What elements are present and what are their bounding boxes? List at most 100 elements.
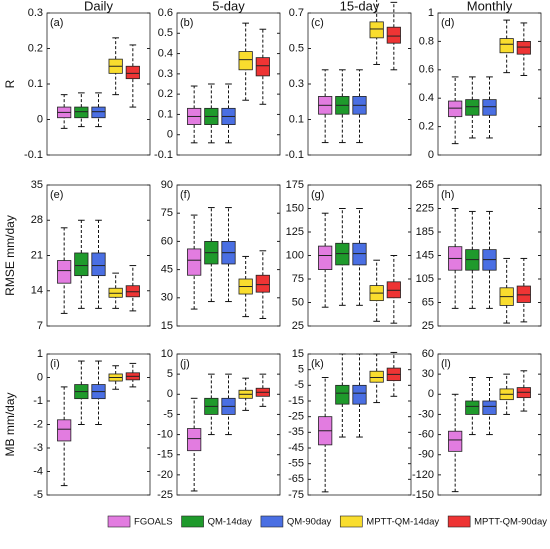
- y-tick-label: 5: [298, 364, 304, 376]
- y-tick-label: 0.4: [158, 47, 173, 59]
- y-tick-label: 185: [416, 226, 434, 238]
- y-tick-label: 225: [416, 202, 434, 214]
- y-tick-label: -2: [33, 418, 43, 430]
- y-tick-label: 0.6: [158, 7, 173, 19]
- panel-frame: [437, 184, 542, 327]
- y-tick-label: 15: [161, 320, 173, 332]
- y-tick-label: -35: [288, 426, 304, 438]
- y-tick-label: 45: [161, 264, 173, 276]
- panel-frame: [437, 353, 542, 496]
- y-tick-label: 25: [422, 320, 434, 332]
- box: [108, 287, 123, 298]
- y-tick-label: 0.2: [28, 42, 43, 54]
- box: [499, 38, 514, 54]
- y-tick-label: 0: [428, 388, 434, 400]
- box: [352, 384, 367, 405]
- y-tick-label: -0.1: [154, 149, 173, 161]
- y-tick-label: -25: [157, 489, 173, 501]
- panel-label: (c): [311, 17, 324, 29]
- panel-label: (i): [50, 358, 60, 370]
- box: [448, 430, 463, 452]
- y-tick-label: 75: [161, 207, 173, 219]
- y-tick-label: 0: [167, 388, 173, 400]
- y-tick-label: 0.1: [289, 113, 304, 125]
- y-tick-label: -90: [418, 449, 434, 461]
- y-tick-label: 0.3: [289, 78, 304, 90]
- box: [125, 285, 140, 298]
- box: [369, 370, 384, 383]
- y-tick-label: 145: [416, 249, 434, 261]
- y-tick-label: 21: [31, 249, 43, 261]
- box: [187, 428, 202, 452]
- y-tick-label: 5: [167, 368, 173, 380]
- y-tick-label: 0.2: [419, 121, 434, 133]
- y-tick-label: 7: [37, 320, 43, 332]
- y-tick-label: -1: [33, 395, 43, 407]
- y-tick-label: -60: [418, 428, 434, 440]
- y-tick-label: -45: [288, 442, 304, 454]
- box: [91, 252, 106, 277]
- y-tick-label: 14: [31, 285, 43, 297]
- box: [91, 106, 106, 119]
- y-axis-label: R: [3, 79, 17, 88]
- y-axis-label: RMSE mm/day: [3, 215, 17, 296]
- y-tick-label: 0.5: [158, 27, 173, 39]
- box: [465, 400, 480, 415]
- panel-frame: [176, 12, 281, 156]
- box: [448, 100, 463, 118]
- box: [74, 252, 89, 277]
- y-tick-label: -30: [418, 408, 434, 420]
- y-tick-label: -0.1: [285, 149, 304, 161]
- panel-label: (d): [441, 17, 454, 29]
- y-tick-label: 65: [422, 296, 434, 308]
- y-tick-label: 265: [416, 179, 434, 191]
- legend-swatch: [181, 515, 204, 528]
- panel-frame: [176, 353, 281, 496]
- panel-label: (h): [441, 189, 454, 201]
- box: [74, 106, 89, 119]
- y-tick-label: 25: [292, 320, 304, 332]
- y-tick-label: -15: [157, 449, 173, 461]
- box: [465, 99, 480, 116]
- panel-frame: [46, 184, 151, 327]
- y-tick-label: -5: [294, 379, 304, 391]
- y-tick-label: 0: [428, 149, 434, 161]
- panel-label: (b): [180, 17, 193, 29]
- box: [386, 26, 401, 44]
- y-axis-label: MB mm/day: [3, 392, 17, 456]
- y-tick-label: -25: [288, 411, 304, 423]
- y-tick-label: 0.1: [158, 108, 173, 120]
- y-tick-label: 0: [37, 113, 43, 125]
- y-tick-label: -10: [157, 428, 173, 440]
- y-tick-label: 30: [161, 292, 173, 304]
- legend-swatch: [107, 515, 131, 528]
- y-tick-label: 15: [292, 348, 304, 360]
- y-tick-label: 125: [286, 226, 304, 238]
- panel-frame: [46, 353, 151, 496]
- y-tick-label: 0.7: [289, 7, 304, 19]
- y-tick-label: 28: [31, 214, 43, 226]
- y-tick-label: -120: [412, 469, 434, 481]
- box: [187, 248, 202, 276]
- legend-label: QM-90day: [287, 517, 332, 528]
- y-tick-label: 0.1: [28, 78, 43, 90]
- legend-label: FGOALS: [134, 517, 173, 528]
- panel-label: (f): [180, 189, 190, 201]
- box: [318, 245, 333, 271]
- y-tick-label: 0.2: [158, 88, 173, 100]
- y-tick-label: -20: [157, 469, 173, 481]
- y-tick-label: 60: [422, 348, 434, 360]
- box: [57, 260, 72, 284]
- y-tick-label: -5: [163, 408, 173, 420]
- box: [516, 41, 531, 55]
- column-title: 5-day: [212, 0, 245, 13]
- panel-frame: [307, 12, 412, 156]
- legend-swatch: [260, 515, 284, 528]
- column-title: Daily: [84, 0, 113, 13]
- y-tick-label: 10: [161, 348, 173, 360]
- y-tick-label: 50: [292, 296, 304, 308]
- box: [238, 51, 253, 71]
- y-tick-label: -5: [33, 489, 43, 501]
- y-tick-label: 75: [292, 273, 304, 285]
- y-tick-label: 1: [428, 7, 434, 19]
